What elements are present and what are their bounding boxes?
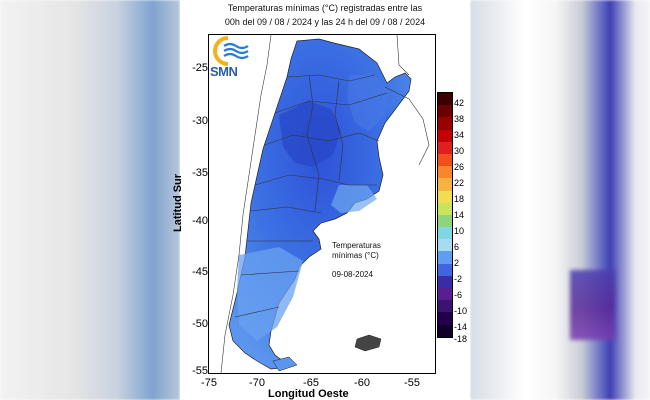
central-cold-zone: [279, 101, 341, 167]
y-tick: -45: [192, 266, 208, 278]
legend-label: -6: [454, 290, 463, 300]
legend-label: -2: [454, 274, 463, 284]
legend-color-segment: [438, 312, 452, 325]
x-tick: -65: [303, 377, 319, 389]
legend-color-segment: [438, 251, 452, 264]
y-axis-label: Latitud Sur: [172, 173, 184, 232]
legend-label: -14: [454, 322, 468, 332]
patagonia-zone: [237, 247, 303, 341]
chile-border-coast: [220, 35, 430, 373]
legend-label: 42: [454, 98, 465, 108]
y-tick: -55: [192, 365, 208, 377]
province-borders: [234, 74, 388, 318]
legend-label: -10: [454, 306, 468, 316]
legend-label: 2: [454, 258, 460, 268]
y-tick: -30: [192, 115, 208, 127]
legend-color-segment: [438, 288, 452, 301]
y-tick: -40: [192, 215, 208, 227]
legend-color-segment: [438, 300, 452, 313]
annotation-date: 09-08-2024: [332, 270, 373, 279]
legend-color-segment: [438, 153, 452, 167]
blurred-background-right: [470, 0, 650, 400]
x-tick: -55: [404, 377, 420, 389]
legend-color-segment: [438, 117, 452, 130]
legend-label: 6: [454, 242, 460, 252]
y-tick: -35: [192, 167, 208, 179]
legend-color-segment: [438, 275, 452, 288]
coastal-zone: [331, 185, 377, 213]
annotation-line2: mínimas (°C): [332, 251, 379, 260]
legend-color-segment: [438, 166, 452, 179]
legend-label: 10: [454, 226, 465, 236]
legend-color-segment: [438, 324, 452, 337]
legend-label: 34: [454, 130, 465, 140]
map-frame: [208, 34, 436, 374]
color-scale-legend: [437, 92, 453, 338]
map-title-line2: 00h del 09 / 08 / 2024 y las 24 h del 09…: [224, 17, 426, 27]
annotation-line1: Temperaturas: [332, 241, 381, 250]
x-tick: -75: [201, 377, 217, 389]
smn-logo-icon: [213, 36, 249, 66]
legend-color-segment: [438, 190, 452, 203]
y-tick: -50: [192, 318, 208, 330]
legend-color-segment: [438, 178, 452, 191]
tierra-del-fuego: [354, 334, 382, 352]
legend-label: 22: [454, 178, 465, 188]
x-tick: -60: [354, 377, 370, 389]
legend-color-segment: [438, 202, 452, 215]
legend-label: 14: [454, 210, 465, 220]
northeast-zone: [347, 75, 389, 131]
smn-logo: [210, 36, 250, 82]
legend-color-segment: [438, 93, 452, 106]
legend-label: 26: [454, 162, 465, 172]
legend-color-segment: [438, 239, 452, 252]
legend-label: 18: [454, 194, 465, 204]
legend-color-segment: [438, 129, 452, 142]
x-tick: -70: [249, 377, 265, 389]
y-tick: -25: [192, 62, 208, 74]
smn-logo-text: SMN: [210, 64, 238, 79]
x-axis-label: Longitud Oeste: [268, 388, 349, 400]
blurred-background-shade: [570, 270, 615, 340]
legend-color-segment: [438, 105, 452, 118]
legend-label: 30: [454, 146, 465, 156]
legend-color-segment: [438, 214, 452, 228]
blurred-background-left: [0, 0, 180, 400]
legend-label: 38: [454, 114, 465, 124]
argentina-temperature-map: [220, 35, 430, 373]
tierra-del-fuego-arg: [272, 356, 298, 372]
map-title-line1: Temperaturas mínimas (°C) registradas en…: [227, 3, 423, 13]
legend-color-segment: [438, 263, 452, 276]
legend-color-segment: [438, 141, 452, 154]
legend-label: -18: [454, 334, 468, 344]
legend-color-segment: [438, 227, 452, 240]
